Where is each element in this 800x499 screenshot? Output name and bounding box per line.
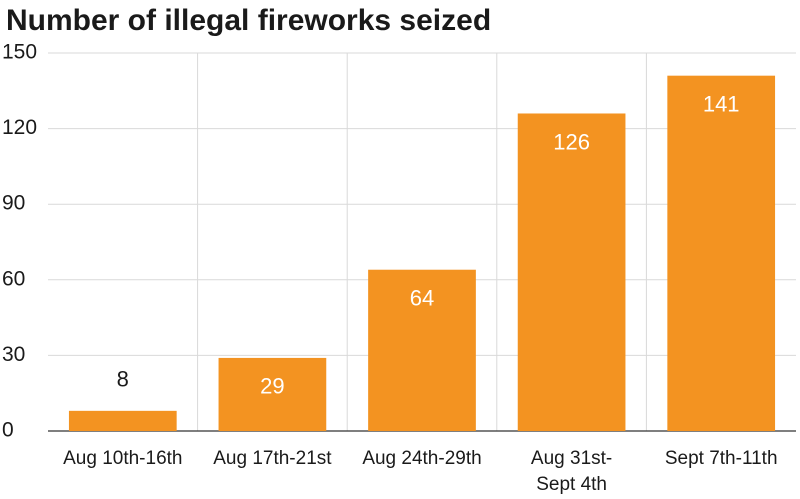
bar <box>368 269 476 431</box>
x-tick-label: Sept 7th-11th <box>665 448 778 469</box>
value-label: 141 <box>703 91 740 116</box>
y-tick-label: 0 <box>2 419 14 442</box>
y-tick-label: 60 <box>2 267 25 290</box>
y-tick-label: 150 <box>2 41 37 64</box>
x-tick-label: Aug 10th-16th <box>63 448 182 469</box>
x-tick-label: Aug 31st-Sept 4th <box>531 448 612 495</box>
value-label: 64 <box>410 286 434 311</box>
bar <box>517 113 626 431</box>
y-tick-label: 90 <box>2 192 25 215</box>
bar <box>667 75 776 432</box>
bar <box>218 357 327 431</box>
y-tick-label: 30 <box>2 343 25 366</box>
x-tick-label: Aug 24th-29th <box>362 448 481 469</box>
value-label: 8 <box>117 367 129 392</box>
x-tick-label: Aug 17th-21st <box>213 448 332 469</box>
chart-title: Number of illegal fireworks seized <box>6 4 491 37</box>
value-label: 126 <box>553 129 590 154</box>
bar <box>68 410 177 431</box>
value-label: 29 <box>260 374 284 399</box>
y-tick-label: 120 <box>2 116 37 139</box>
